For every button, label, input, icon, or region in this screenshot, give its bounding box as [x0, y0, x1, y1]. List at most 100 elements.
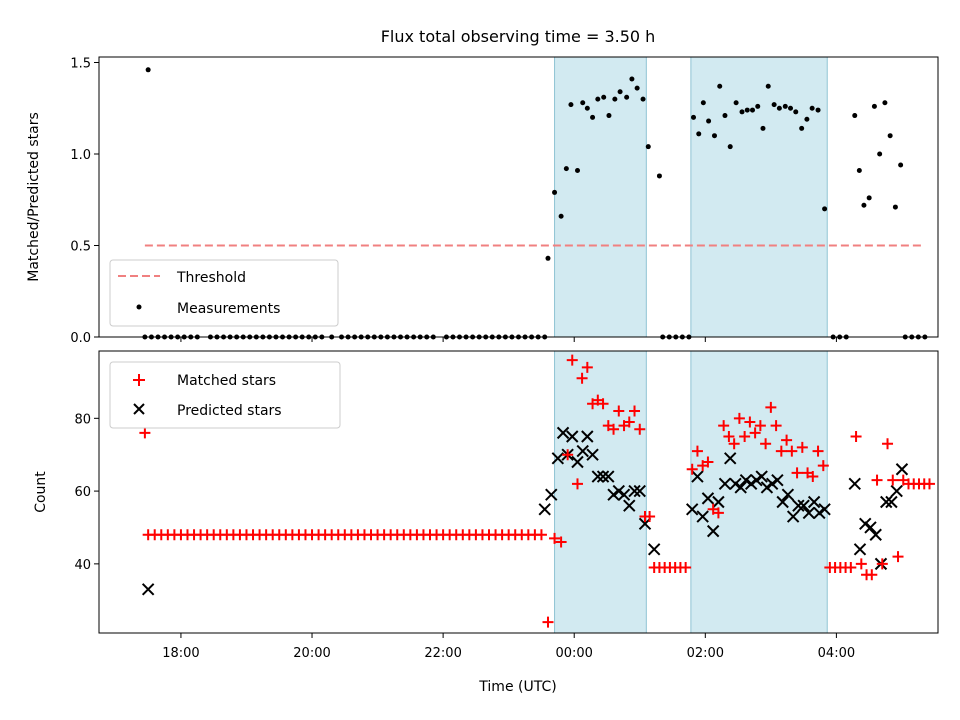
predicted-star-point: [739, 473, 753, 487]
predicted-star-point: [556, 426, 570, 440]
matched-star-point: [739, 431, 751, 443]
x-tick-label: 00:00: [555, 646, 592, 661]
matched-star-point: [623, 416, 635, 428]
measurement-point: [706, 118, 712, 124]
predicted-star-point: [602, 470, 615, 483]
matched-star-point: [691, 445, 703, 457]
matched-star-point: [845, 562, 857, 574]
measurement-point: [563, 166, 569, 172]
top-shaded-region-1: [690, 56, 828, 338]
x-tick-label: 02:00: [687, 646, 724, 661]
measurement-point: [809, 105, 815, 111]
predicted-star-point: [797, 499, 810, 512]
predicted-star-point: [869, 528, 882, 541]
measurement-point: [856, 167, 862, 173]
predicted-star-point: [848, 477, 861, 491]
measurement-point: [739, 109, 745, 115]
measurement-point: [584, 105, 590, 111]
top-y-tick-label: 0.0: [70, 331, 91, 346]
top-y-tick-label: 1.5: [70, 56, 91, 71]
predicted-star-point: [859, 517, 872, 531]
matched-star-point: [760, 438, 772, 450]
matched-star-point: [807, 471, 819, 483]
measurement-point: [601, 94, 607, 100]
predicted-star-point: [765, 477, 779, 491]
predicted-star-point: [734, 481, 747, 494]
measurement-point: [606, 113, 612, 119]
predicted-star-point: [890, 484, 903, 498]
measurement-point: [744, 107, 750, 113]
predicted-star-point: [591, 470, 605, 483]
matched-star-point: [139, 427, 151, 439]
measurement-point: [852, 113, 858, 119]
measurement-point: [887, 133, 893, 139]
measurement-point: [574, 167, 580, 173]
top-y-tick-label: 0.5: [70, 239, 91, 254]
measurement-point: [815, 107, 821, 113]
matched-star-point: [562, 449, 574, 461]
measurement-point: [776, 105, 782, 111]
predicted-star-point: [628, 484, 641, 498]
matched-star-point: [749, 427, 761, 439]
measurement-point: [552, 189, 558, 195]
bottom-shaded-regions: [554, 350, 828, 634]
measurement-point: [861, 202, 867, 208]
matched-star-point: [542, 616, 554, 628]
measurement-point: [624, 94, 630, 100]
predicted-star-point: [545, 488, 558, 501]
measurement-point: [640, 96, 646, 102]
matched-star-point: [576, 372, 588, 384]
measurement-point: [612, 96, 618, 102]
measurement-point: [700, 100, 706, 106]
x-tick-label: 20:00: [293, 646, 330, 661]
measurement-point: [711, 133, 717, 139]
measurement-point: [866, 195, 872, 201]
matched-star-point: [634, 423, 646, 435]
measurement-point: [804, 116, 810, 122]
bottom-y-tick-label: 60: [74, 485, 91, 500]
matched-star-point: [871, 474, 883, 486]
predicted-star-point: [701, 492, 715, 505]
matched-star-point: [718, 420, 730, 432]
matched-star-point: [796, 441, 808, 453]
predicted-star-point: [807, 495, 821, 509]
matched-star-point: [765, 401, 777, 413]
matched-star-point: [566, 354, 578, 366]
predicted-star-point: [853, 543, 867, 556]
top-plot-frame: [98, 56, 939, 338]
measurement-point: [733, 100, 739, 106]
chart-title: Flux total observing time = 3.50 h: [381, 27, 656, 46]
bottom-y-tick-label: 40: [74, 558, 91, 573]
predicted-star-point: [612, 484, 625, 498]
predicted-star-point: [802, 506, 816, 520]
measurement-point: [793, 109, 799, 115]
x-tick-label: 18:00: [162, 646, 199, 661]
matched-star-point: [817, 460, 829, 472]
measurement-point: [595, 96, 601, 102]
predicted-star-point: [586, 448, 599, 461]
legend-measurements-label: Measurements: [177, 301, 280, 317]
x-tick-label: 04:00: [818, 646, 855, 661]
x-axis-label: Time (UTC): [478, 679, 556, 695]
top-panel: 0.0 0.5 1.0 1.5 Matched/Predicted stars Thr…: [26, 56, 939, 346]
predicted-star-point: [581, 430, 594, 443]
matched-star-point: [775, 445, 787, 457]
bottom-legend: Matched stars Predicted stars: [109, 361, 341, 429]
predicted-star-point: [551, 452, 565, 465]
predicted-star-point: [718, 477, 732, 491]
measurement-point: [545, 255, 551, 261]
top-shaded-region-0: [554, 56, 647, 338]
measurement-point: [760, 125, 766, 131]
matched-star-point: [882, 438, 894, 450]
top-y-ticks: 0.0 0.5 1.0 1.5: [70, 56, 99, 346]
matched-star-point: [723, 431, 735, 443]
measurement-point: [558, 213, 564, 219]
matched-star-point: [892, 551, 904, 563]
predicted-star-point: [760, 481, 774, 494]
measurement-point: [755, 103, 761, 109]
legend-measurements-swatch: [136, 304, 142, 310]
measurement-point: [580, 100, 586, 106]
matched-star-point: [887, 474, 899, 486]
measurement-point: [788, 105, 794, 111]
measurement-point: [877, 151, 883, 157]
